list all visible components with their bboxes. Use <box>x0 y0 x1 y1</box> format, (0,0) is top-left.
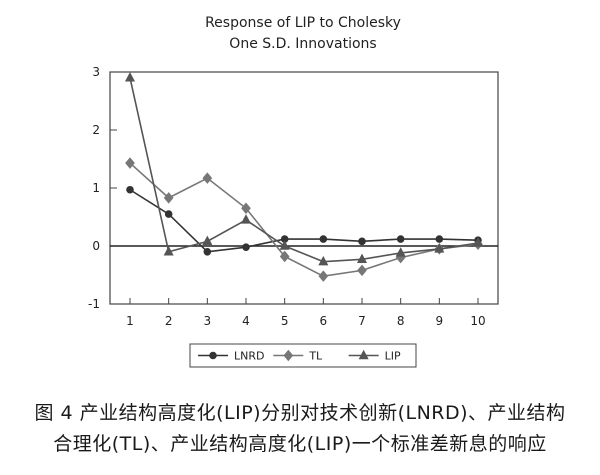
data-point-tl <box>357 264 367 277</box>
data-point-lnrd <box>242 243 250 251</box>
x-tick-label: 3 <box>204 314 212 328</box>
data-point-tl <box>202 172 213 184</box>
caption-line-2: 合理化(TL)、产业结构高度化(LIP)一个标准差新息的响应 <box>53 433 547 455</box>
data-point-tl <box>241 202 251 215</box>
chart-title: Response of LIP to Cholesky <box>205 15 401 31</box>
data-point-lip <box>279 240 290 250</box>
legend-label-tl: TL <box>308 350 323 363</box>
x-tick-label: 4 <box>242 314 250 328</box>
x-tick-label: 10 <box>470 314 485 328</box>
x-tick-label: 2 <box>165 314 173 328</box>
data-point-lnrd <box>164 210 173 218</box>
x-tick-label: 5 <box>281 314 289 328</box>
plot-frame <box>109 71 499 305</box>
legend-item-lnrd: LNRD <box>198 350 264 363</box>
chart-subtitle: One S.D. Innovations <box>229 36 376 52</box>
y-tick-label: 0 <box>92 239 100 253</box>
data-point-lnrd <box>396 235 405 243</box>
data-point-lip <box>434 243 445 253</box>
data-point-lip <box>318 255 329 266</box>
legend-marker-lnrd <box>209 351 217 360</box>
caption-line-1: 图 4 产业结构高度化(LIP)分别对技术创新(LNRD)、产业结构 <box>34 402 566 424</box>
figure-caption: 图 4 产业结构高度化(LIP)分别对技术创新(LNRD)、产业结构 合理化(T… <box>0 398 600 460</box>
data-point-lnrd <box>126 185 134 194</box>
y-axis: -1 0 1 2 3 <box>88 65 117 311</box>
legend-label-lip: LIP <box>385 350 401 363</box>
series-lip <box>124 72 484 266</box>
series-line-tl <box>129 162 479 277</box>
series-lnrd <box>126 185 482 256</box>
legend-marker-lip <box>358 349 369 360</box>
data-point-tl <box>318 270 329 282</box>
x-tick-label: 7 <box>358 314 366 328</box>
impulse-response-chart: Response of LIP to Cholesky One S.D. Inn… <box>88 15 499 368</box>
legend-item-lip: LIP <box>348 349 401 363</box>
x-tick-label: 9 <box>436 314 444 328</box>
series-tl <box>125 157 483 282</box>
x-tick-label: 1 <box>126 314 134 328</box>
data-point-lip <box>395 247 406 257</box>
y-tick-label: 2 <box>92 123 100 137</box>
data-point-tl <box>163 192 174 204</box>
data-point-lip <box>163 246 174 256</box>
x-tick-label: 8 <box>397 314 405 328</box>
data-point-lnrd <box>358 237 366 246</box>
legend-marker-tl <box>283 349 294 362</box>
data-point-tl <box>279 250 290 263</box>
series-line-lip <box>129 77 479 263</box>
data-point-lip <box>240 214 252 224</box>
series-line-lnrd <box>129 189 479 253</box>
data-point-lip <box>124 72 136 82</box>
y-tick-label: -1 <box>88 297 100 311</box>
y-tick-label: 3 <box>92 65 100 79</box>
data-point-lip <box>472 237 484 247</box>
data-point-lnrd <box>435 235 444 243</box>
x-axis: 1 2 3 4 5 6 7 8 9 10 <box>126 298 486 328</box>
data-point-lip <box>202 235 213 246</box>
data-point-lnrd <box>319 235 328 243</box>
legend-label-lnrd: LNRD <box>234 350 264 363</box>
data-point-tl <box>125 157 135 169</box>
x-tick-label: 6 <box>320 314 328 328</box>
data-point-lip <box>356 253 368 264</box>
legend-item-tl: TL <box>273 350 323 363</box>
data-point-lnrd <box>203 248 212 256</box>
y-tick-label: 1 <box>92 181 100 195</box>
legend: LNRD TL LIP <box>189 343 417 368</box>
series-layer <box>124 72 484 282</box>
